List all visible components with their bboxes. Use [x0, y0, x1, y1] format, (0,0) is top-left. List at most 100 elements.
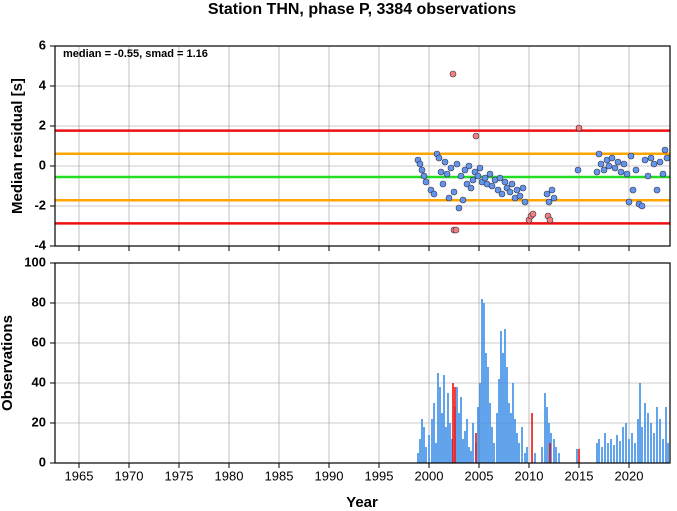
y-tick-label: 80: [32, 294, 46, 309]
point: [508, 180, 516, 188]
bar: [443, 375, 445, 463]
bar: [433, 403, 435, 463]
chart-title: Station THN, phase P, 3384 observations: [208, 1, 516, 18]
bar: [578, 449, 580, 463]
bar: [508, 403, 510, 463]
plot-frame: [54, 262, 671, 464]
bar: [483, 303, 485, 463]
y-axis-label: Observations: [0, 315, 16, 411]
point: [443, 170, 451, 178]
point: [461, 166, 469, 174]
bar: [656, 407, 658, 463]
point: [614, 158, 622, 166]
bar: [435, 443, 437, 463]
y-tick-label: 6: [39, 37, 46, 52]
point: [450, 188, 458, 196]
bar: [644, 403, 646, 463]
point: [481, 174, 489, 182]
point: [463, 180, 471, 188]
point: [437, 168, 445, 176]
point: [459, 196, 467, 204]
bar: [628, 439, 630, 463]
point: [638, 202, 646, 210]
point: [545, 198, 553, 206]
bar: [493, 443, 495, 463]
point: [623, 170, 631, 178]
point: [469, 176, 477, 184]
x-axis-label: Year: [346, 494, 378, 511]
bar: [510, 413, 512, 463]
bar: [558, 453, 560, 463]
point: [650, 160, 658, 168]
point: [575, 124, 583, 132]
bar: [449, 423, 451, 463]
bar: [637, 419, 639, 463]
bar: [653, 433, 655, 463]
y-tick-label: 100: [24, 254, 46, 269]
bar: [472, 423, 474, 463]
bar: [531, 413, 533, 463]
y-tick-label: -2: [34, 197, 46, 212]
bar: [604, 433, 606, 463]
point: [629, 186, 637, 194]
point: [641, 156, 649, 164]
bar: [439, 387, 441, 463]
point: [453, 160, 461, 168]
point: [550, 194, 558, 202]
point: [605, 162, 613, 170]
bar: [479, 383, 481, 463]
bar: [452, 383, 454, 463]
point: [519, 184, 527, 192]
bar: [512, 383, 514, 463]
bar: [481, 299, 483, 463]
bar: [464, 431, 466, 463]
bar: [667, 443, 669, 463]
bar: [596, 443, 598, 463]
bar: [441, 413, 443, 463]
y-tick-label: 60: [32, 334, 46, 349]
bar: [634, 443, 636, 463]
point: [546, 216, 554, 224]
y-tick-label: 4: [39, 77, 47, 92]
point: [465, 162, 473, 170]
bar: [607, 443, 609, 463]
bar: [454, 387, 456, 463]
bar: [625, 423, 627, 463]
point: [435, 154, 443, 162]
point: [445, 194, 453, 202]
bar: [419, 439, 421, 463]
x-tick-label: 2000: [415, 468, 444, 483]
point: [418, 166, 426, 174]
point: [659, 170, 667, 178]
bar: [445, 427, 447, 463]
point: [663, 154, 671, 162]
y-axis-label: Median residual [s]: [9, 78, 26, 214]
bar: [516, 433, 518, 463]
point: [416, 160, 424, 168]
bar: [500, 331, 502, 463]
bar: [550, 433, 552, 463]
plot-frame: [54, 45, 671, 247]
bar: [641, 427, 643, 463]
bar: [456, 387, 458, 463]
bar: [498, 379, 500, 463]
point: [420, 172, 428, 180]
bar: [506, 367, 508, 463]
x-tick-label: 1975: [165, 468, 194, 483]
point: [611, 164, 619, 172]
bar: [549, 443, 551, 463]
y-tick-label: 2: [39, 117, 46, 132]
point: [543, 190, 551, 198]
point: [498, 190, 506, 198]
bar: [576, 449, 578, 463]
bar: [470, 451, 472, 463]
point: [593, 168, 601, 176]
bar: [665, 407, 667, 463]
bar: [639, 383, 641, 463]
bar: [475, 433, 477, 463]
bar: [544, 393, 546, 463]
point: [632, 166, 640, 174]
bar: [514, 419, 516, 463]
point: [472, 132, 480, 140]
bar: [466, 419, 468, 463]
